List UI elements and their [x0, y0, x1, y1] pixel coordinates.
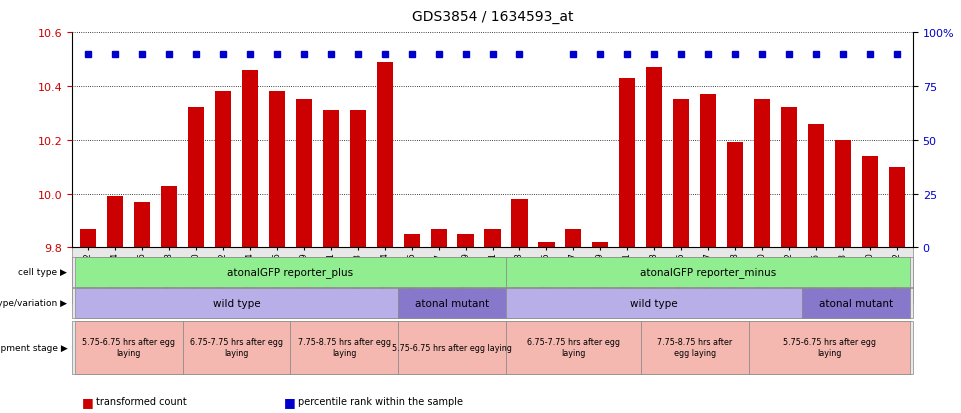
Text: 6.75-7.75 hrs after egg
laying: 6.75-7.75 hrs after egg laying	[190, 338, 283, 357]
Bar	[889, 167, 905, 248]
Text: atonalGFP reporter_minus: atonalGFP reporter_minus	[640, 267, 776, 278]
Bar	[242, 71, 259, 248]
Bar	[754, 100, 770, 248]
Bar	[296, 100, 312, 248]
Text: atonal mutant: atonal mutant	[415, 298, 489, 308]
Text: 5.75-6.75 hrs after egg laying: 5.75-6.75 hrs after egg laying	[392, 343, 512, 352]
Bar	[511, 199, 528, 248]
Bar	[135, 202, 150, 248]
Text: 5.75-6.75 hrs after egg
laying: 5.75-6.75 hrs after egg laying	[83, 338, 175, 357]
Bar	[431, 229, 447, 248]
Text: genotype/variation ▶: genotype/variation ▶	[0, 299, 67, 308]
Bar	[700, 95, 716, 248]
Bar	[808, 124, 824, 248]
Bar	[457, 235, 474, 248]
Text: cell type ▶: cell type ▶	[18, 268, 67, 277]
Bar	[673, 100, 689, 248]
Bar	[538, 242, 554, 248]
Text: atonal mutant: atonal mutant	[820, 298, 894, 308]
Text: percentile rank within the sample: percentile rank within the sample	[298, 396, 463, 406]
Text: transformed count: transformed count	[96, 396, 186, 406]
Bar	[80, 229, 96, 248]
Text: wild type: wild type	[630, 298, 678, 308]
Text: wild type: wild type	[212, 298, 260, 308]
Bar	[484, 229, 501, 248]
Text: atonalGFP reporter_plus: atonalGFP reporter_plus	[228, 267, 354, 278]
Bar	[781, 108, 797, 248]
Text: GDS3854 / 1634593_at: GDS3854 / 1634593_at	[411, 10, 574, 24]
Bar	[377, 62, 393, 248]
Bar	[646, 68, 662, 248]
Text: ■: ■	[283, 395, 295, 408]
Bar	[161, 186, 177, 248]
Bar	[404, 235, 420, 248]
Text: 6.75-7.75 hrs after egg
laying: 6.75-7.75 hrs after egg laying	[527, 338, 620, 357]
Bar	[215, 92, 231, 248]
Bar	[727, 143, 743, 248]
Bar	[188, 108, 204, 248]
Text: development stage ▶: development stage ▶	[0, 343, 67, 352]
Bar	[619, 79, 635, 248]
Bar	[269, 92, 285, 248]
Text: 7.75-8.75 hrs after
egg laying: 7.75-8.75 hrs after egg laying	[657, 338, 732, 357]
Text: 5.75-6.75 hrs after egg
laying: 5.75-6.75 hrs after egg laying	[783, 338, 875, 357]
Bar	[323, 111, 339, 248]
Bar	[107, 197, 123, 248]
Bar	[565, 229, 581, 248]
Bar	[350, 111, 366, 248]
Bar	[835, 140, 850, 248]
Bar	[862, 157, 878, 248]
Bar	[592, 242, 608, 248]
Text: 7.75-8.75 hrs after egg
laying: 7.75-8.75 hrs after egg laying	[298, 338, 391, 357]
Text: ■: ■	[82, 395, 93, 408]
